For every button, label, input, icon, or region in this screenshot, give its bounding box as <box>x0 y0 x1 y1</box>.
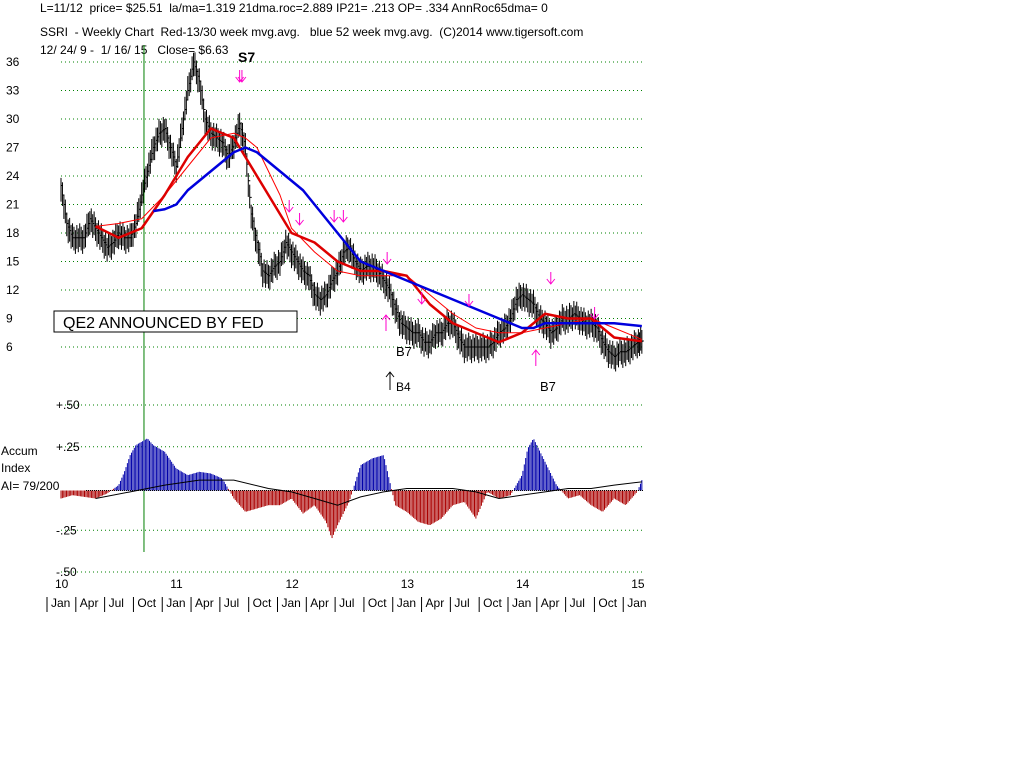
y-tick-label: 15 <box>6 255 20 269</box>
ma30-line <box>95 127 643 344</box>
x-year-label: 11 <box>170 577 183 591</box>
y-tick-label: 6 <box>6 340 13 354</box>
x-month-label: Jul <box>109 596 124 610</box>
buy-arrow <box>531 349 541 366</box>
qe2-annotation: QE2 ANNOUNCED BY FED <box>63 315 264 332</box>
sell-arrow <box>329 210 339 223</box>
x-month-label: Oct <box>483 596 502 610</box>
x-month-label: Jan <box>51 596 70 610</box>
x-month-label: Jan <box>397 596 416 610</box>
sell-arrow <box>284 200 294 213</box>
sell-arrow <box>295 213 304 226</box>
x-month-label: Jul <box>454 596 469 610</box>
x-month-label: Jul <box>224 596 239 610</box>
b4-arrow <box>385 371 395 390</box>
x-month-label: Oct <box>137 596 156 610</box>
x-year-label: 15 <box>631 577 645 591</box>
index-label: Index <box>1 461 30 475</box>
x-month-label: Jan <box>166 596 185 610</box>
qe2-box <box>53 310 298 333</box>
x-year-label: 12 <box>285 577 299 591</box>
x-month-label: Oct <box>368 596 387 610</box>
x-month-label: Jan <box>627 596 646 610</box>
y-tick-label: 33 <box>6 84 20 98</box>
accum-tick-label: -.25 <box>56 523 77 537</box>
sell-arrow <box>464 294 474 307</box>
ai-label: AI= 79/200 <box>1 479 60 493</box>
sell-arrow <box>338 210 348 223</box>
y-tick-label: 27 <box>6 141 20 155</box>
accum-label: Accum <box>1 444 38 458</box>
b4-signal-label: B4 <box>396 380 411 394</box>
y-tick-label: 30 <box>6 112 20 126</box>
y-tick-label: 9 <box>6 312 13 326</box>
x-month-label: Jul <box>570 596 585 610</box>
sell-arrow <box>590 307 599 320</box>
sell-arrow <box>237 70 247 83</box>
accum-tick-label: +.50 <box>56 398 80 412</box>
x-month-label: Apr <box>541 596 560 610</box>
x-month-label: Jan <box>512 596 531 610</box>
ma13-line <box>95 132 643 340</box>
x-year-label: 13 <box>401 577 415 591</box>
sell-arrow <box>382 252 392 265</box>
x-month-label: Jul <box>339 596 354 610</box>
buy-arrow <box>381 314 391 331</box>
x-year-label: 14 <box>516 577 530 591</box>
ma52-line <box>152 146 642 330</box>
x-month-label: Apr <box>310 596 329 610</box>
x-month-label: Oct <box>253 596 272 610</box>
b7-signal-label-2: B7 <box>540 379 556 394</box>
s7-signal-label: S7 <box>238 49 255 65</box>
y-tick-label: 12 <box>6 283 20 297</box>
accum-tick-label: -.50 <box>56 565 77 579</box>
x-month-label: Apr <box>80 596 99 610</box>
x-month-label: Oct <box>598 596 617 610</box>
sell-arrow <box>417 292 427 305</box>
y-tick-label: 24 <box>6 169 20 183</box>
header-info-line: L=11/12 price= $25.51 la/ma=1.319 21dma.… <box>40 1 548 15</box>
accum-tick-label: +.25 <box>56 440 80 454</box>
x-year-label: 10 <box>55 577 69 591</box>
y-tick-label: 36 <box>6 55 20 69</box>
header-title-line: SSRI - Weekly Chart Red-13/30 week mvg.a… <box>40 25 584 39</box>
b7-signal-label: B7 <box>396 344 412 359</box>
accum-average-line <box>95 479 642 506</box>
y-tick-label: 21 <box>6 198 20 212</box>
y-tick-label: 18 <box>6 226 20 240</box>
x-month-label: Jan <box>281 596 300 610</box>
x-month-label: Apr <box>426 596 445 610</box>
sell-arrow <box>546 272 556 285</box>
x-month-label: Apr <box>195 596 214 610</box>
